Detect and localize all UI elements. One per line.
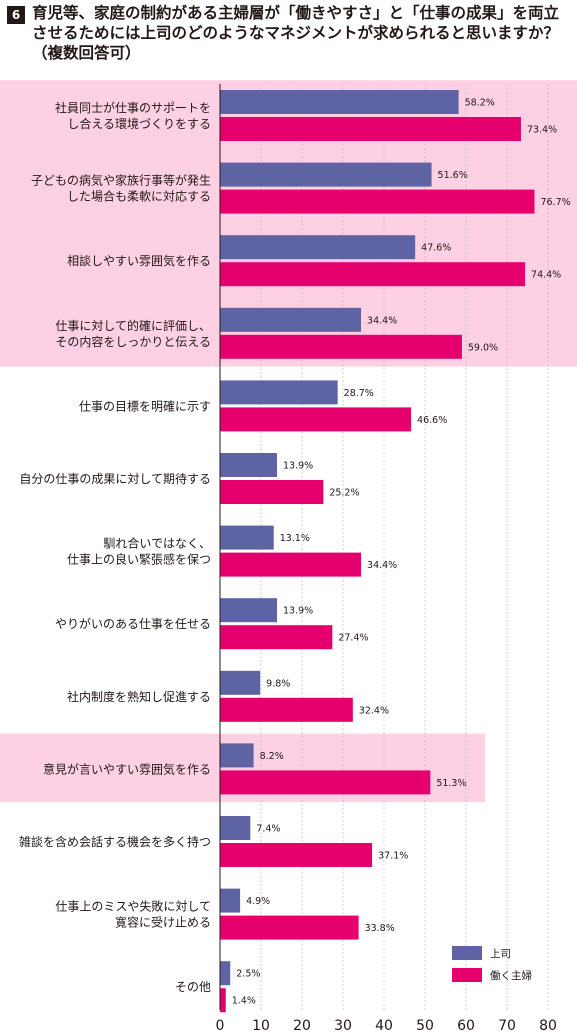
x-tick-label: 30 bbox=[334, 1018, 352, 1034]
data-label: 1.4% bbox=[232, 996, 256, 1007]
bar-housewife bbox=[220, 843, 373, 867]
data-label: 73.4% bbox=[527, 125, 557, 136]
category-label: 仕事上の良い緊張感を保つ bbox=[67, 552, 211, 567]
data-label: 59.0% bbox=[468, 342, 498, 353]
data-label: 34.4% bbox=[367, 560, 397, 571]
bar-housewife bbox=[220, 915, 359, 940]
bar-boss bbox=[220, 816, 251, 840]
category-label: 寛容に受け止める bbox=[115, 915, 211, 930]
category-label: 自分の仕事の成果に対して期待する bbox=[19, 472, 211, 486]
legend-label: 上司 bbox=[490, 948, 511, 960]
category-label: 馴れ合いではなく、 bbox=[103, 536, 211, 551]
data-label: 58.2% bbox=[465, 98, 495, 109]
category-label: 子どもの病気や家族行事等が発生 bbox=[31, 173, 211, 188]
data-label: 51.3% bbox=[436, 778, 466, 789]
category-label: 仕事上のミスや失敗に対して bbox=[55, 899, 211, 914]
category-label: 相談しやすい雰囲気を作る bbox=[67, 253, 211, 268]
x-tick-label: 0 bbox=[216, 1018, 225, 1034]
bar-boss bbox=[220, 162, 432, 187]
data-label: 9.8% bbox=[266, 678, 290, 689]
category-label: し合える環境づくりをする bbox=[67, 116, 211, 131]
bar-housewife bbox=[220, 625, 333, 650]
data-label: 4.9% bbox=[246, 896, 270, 907]
x-tick-label: 70 bbox=[498, 1018, 516, 1034]
data-label: 7.4% bbox=[256, 824, 280, 835]
bar-housewife bbox=[220, 117, 521, 141]
data-label: 27.4% bbox=[338, 633, 368, 644]
x-tick-label: 60 bbox=[457, 1018, 475, 1034]
x-tick-label: 10 bbox=[252, 1018, 270, 1034]
bar-boss bbox=[220, 307, 362, 332]
data-label: 37.1% bbox=[378, 851, 408, 862]
bar-boss bbox=[220, 90, 459, 114]
data-label: 46.6% bbox=[417, 415, 447, 426]
category-label: その内容をしっかりと伝える bbox=[55, 334, 211, 349]
bar-boss bbox=[220, 743, 254, 768]
x-tick-label: 50 bbox=[416, 1018, 434, 1034]
data-label: 2.5% bbox=[236, 969, 260, 980]
category-label: 社内制度を熟知し促進する bbox=[67, 689, 211, 704]
legend-swatch-housewife bbox=[452, 968, 482, 982]
category-label: 雑談を含め会話する機会を多く持つ bbox=[19, 834, 211, 849]
data-label: 25.2% bbox=[329, 488, 359, 499]
bar-housewife bbox=[220, 770, 431, 795]
category-label: その他 bbox=[175, 980, 211, 994]
data-label: 76.7% bbox=[540, 197, 570, 208]
bar-boss bbox=[220, 380, 338, 405]
bar-housewife bbox=[220, 988, 226, 1013]
category-label: 仕事に対して的確に評価し、 bbox=[55, 318, 211, 333]
data-label: 47.6% bbox=[421, 243, 451, 254]
x-tick-label: 20 bbox=[293, 1018, 311, 1034]
question-title-line-2: させるためには上司のどのようなマネジメントが求められると思いますか？ bbox=[32, 24, 560, 42]
question-number: 6 bbox=[7, 6, 25, 24]
data-label: 28.7% bbox=[344, 388, 374, 399]
legend-label: 働く主婦 bbox=[490, 969, 532, 982]
bar-housewife bbox=[220, 480, 324, 504]
data-label: 32.4% bbox=[359, 705, 389, 716]
legend-swatch-boss bbox=[452, 946, 482, 960]
data-label: 34.4% bbox=[367, 315, 397, 326]
question-title-line-1: 育児等、家庭の制約がある主婦層が「働きやすさ」と「仕事の成果」を両立 bbox=[32, 4, 560, 22]
bar-housewife bbox=[220, 552, 362, 577]
data-label: 13.9% bbox=[283, 461, 313, 472]
bar-housewife bbox=[220, 262, 526, 287]
category-label: 仕事の目標を明確に示す bbox=[79, 398, 211, 413]
x-tick-label: 40 bbox=[375, 1018, 393, 1034]
data-label: 13.9% bbox=[283, 606, 313, 617]
bar-boss bbox=[220, 598, 277, 623]
category-label: 意見が言いやすい雰囲気を作る bbox=[43, 761, 211, 776]
data-label: 13.1% bbox=[280, 533, 310, 544]
question-title-line-3: （複数回答可） bbox=[32, 44, 141, 62]
bar-boss bbox=[220, 235, 416, 260]
bar-housewife bbox=[220, 334, 462, 359]
category-label: やりがいのある仕事を任せる bbox=[55, 616, 211, 631]
bar-boss bbox=[220, 670, 261, 695]
bar-boss bbox=[220, 888, 241, 913]
data-label: 33.8% bbox=[365, 923, 395, 934]
bar-boss bbox=[220, 453, 277, 477]
data-label: 51.6% bbox=[438, 170, 468, 181]
bar-housewife bbox=[220, 189, 535, 214]
data-label: 74.4% bbox=[531, 270, 561, 281]
bar-boss bbox=[220, 525, 274, 550]
question-title: 育児等、家庭の制約がある主婦層が「働きやすさ」と「仕事の成果」を両立 させるため… bbox=[32, 3, 572, 63]
question-header: 6 育児等、家庭の制約がある主婦層が「働きやすさ」と「仕事の成果」を両立 させる… bbox=[0, 0, 577, 66]
bar-housewife bbox=[220, 407, 412, 432]
bar-boss bbox=[220, 961, 231, 986]
data-label: 8.2% bbox=[260, 751, 284, 762]
category-label: 社員同士が仕事のサポートを bbox=[55, 100, 211, 115]
category-label: した場合も柔軟に対応する bbox=[67, 189, 211, 204]
x-tick-label: 80 bbox=[539, 1018, 557, 1034]
bar-housewife bbox=[220, 697, 353, 722]
